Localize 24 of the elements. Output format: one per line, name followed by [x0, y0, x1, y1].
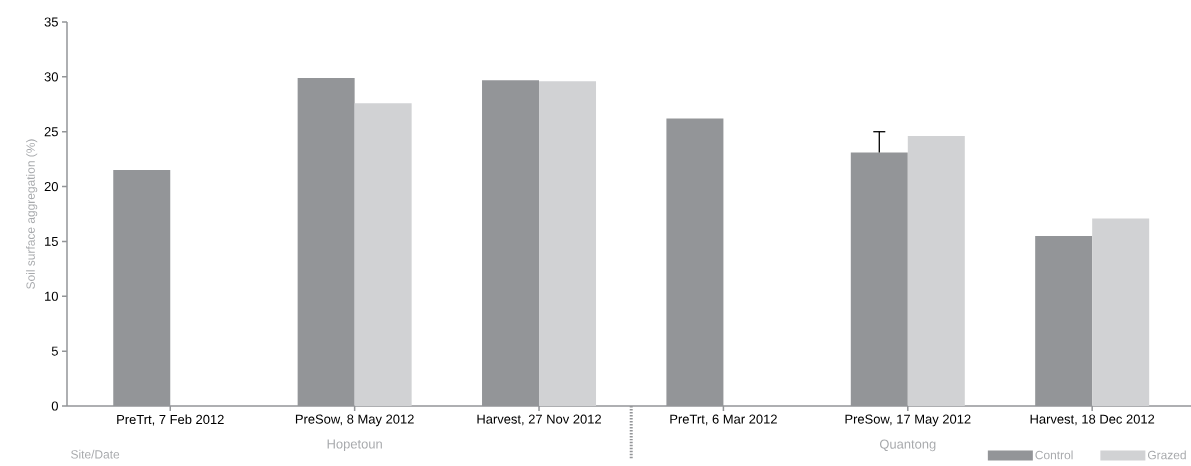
legend-label: Control	[1035, 450, 1073, 460]
x-tick-label: PreTrt, 6 Mar 2012	[670, 414, 777, 426]
x-axis-title: Site/Date	[71, 449, 120, 459]
y-tick-label: 20	[44, 181, 58, 192]
text: Hopetoun	[327, 439, 382, 452]
y-tick-label: 0	[51, 401, 58, 411]
y-axis-title: Soil surface aggregation (%)	[26, 139, 38, 289]
y-tick-label: 10	[45, 291, 58, 301]
x-tick-label: PreTrt, 7 Feb 2012	[117, 414, 224, 426]
x-tick-label: Harvest, 27 Nov 2012	[477, 414, 601, 426]
x-tick-label: Harvest, 18 Dec 2012	[1030, 414, 1155, 426]
legend-label: Grazed	[1147, 450, 1186, 460]
x-tick-label: PreSow, 8 May 2012	[295, 414, 414, 427]
y-tick-label: 5	[51, 346, 58, 356]
bar	[539, 81, 597, 406]
text: Quantong	[879, 439, 936, 452]
bar	[907, 136, 965, 406]
y-tick-label: 30	[44, 72, 58, 82]
y-tick-label: 25	[44, 127, 58, 137]
bar	[354, 103, 412, 406]
y-tick-label: 15	[45, 236, 58, 246]
bar	[1092, 218, 1150, 406]
y-tick-label: 35	[44, 17, 58, 27]
x-tick-label: PreSow, 17 May 2012	[845, 414, 971, 427]
